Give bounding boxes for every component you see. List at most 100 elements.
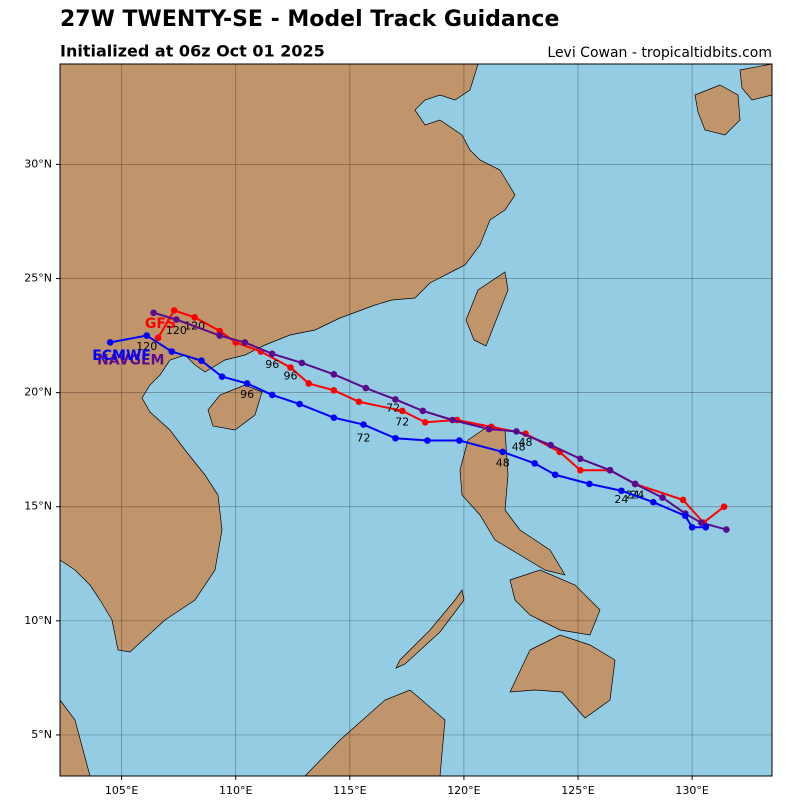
track-point xyxy=(268,350,276,358)
hour-label: 48 xyxy=(512,440,526,453)
track-point xyxy=(360,421,367,428)
track-point xyxy=(298,359,306,367)
track-line xyxy=(110,334,706,529)
track-point xyxy=(577,455,584,463)
hour-label: 48 xyxy=(496,456,510,469)
x-tick-label: 120°E xyxy=(447,784,480,797)
track-point xyxy=(296,400,303,408)
y-tick-label: 25°N xyxy=(24,272,52,285)
track-point xyxy=(268,391,276,399)
track-point xyxy=(170,307,178,314)
track-point xyxy=(449,416,456,424)
track-point xyxy=(154,334,162,342)
track-point xyxy=(143,332,151,339)
hour-label: 48 xyxy=(519,436,533,449)
track-point xyxy=(218,373,226,380)
palawan xyxy=(395,589,465,669)
model-name: GFS xyxy=(145,316,176,332)
hour-label: 72 xyxy=(395,415,409,428)
track-point xyxy=(606,466,614,474)
hour-label: 72 xyxy=(386,402,400,415)
track-point xyxy=(679,496,687,504)
track-point xyxy=(106,339,114,346)
track-point xyxy=(456,437,463,444)
x-tick-label: 105°E xyxy=(105,784,138,797)
track-point xyxy=(659,494,666,501)
track-point xyxy=(723,526,730,533)
hour-label: 24 xyxy=(614,493,628,506)
track-point xyxy=(531,460,538,467)
track-point xyxy=(720,503,728,511)
subtitle: Initialized at 06z Oct 01 2025 xyxy=(60,42,325,61)
track-point xyxy=(631,480,639,488)
visayas xyxy=(509,569,601,636)
model-name: ECMWF xyxy=(92,348,151,364)
track-point xyxy=(168,348,176,355)
track-point xyxy=(485,425,493,433)
track-point xyxy=(419,407,427,415)
track-point xyxy=(650,498,657,506)
track-point xyxy=(216,327,224,335)
map-layer: 105°E 110°E 115°E 120°E 125°E 130°E 5°N 10°N 15°… xyxy=(24,64,772,797)
track-point xyxy=(241,339,249,346)
y-tick-label: 20°N xyxy=(24,386,52,399)
track-point xyxy=(198,357,205,364)
luzon xyxy=(459,424,566,576)
malay-peninsula xyxy=(60,699,91,776)
track-point xyxy=(681,512,689,520)
y-tick-label: 10°N xyxy=(24,614,52,627)
track-point xyxy=(173,316,180,323)
borneo xyxy=(304,689,446,776)
x-tick-label: 130°E xyxy=(675,784,708,797)
track-point xyxy=(392,434,399,442)
credit: Levi Cowan - tropicaltidbits.com xyxy=(547,45,772,61)
track-point xyxy=(547,441,554,449)
track-point xyxy=(513,428,520,435)
track-point xyxy=(586,480,593,488)
x-tick-label: 125°E xyxy=(561,784,594,797)
track-point xyxy=(424,437,431,444)
track-point xyxy=(355,398,363,406)
track-point xyxy=(216,332,224,339)
track-point xyxy=(362,384,370,392)
track-point xyxy=(150,309,157,317)
track-point xyxy=(330,414,338,422)
track-point xyxy=(697,519,705,526)
track-point xyxy=(688,523,696,531)
track-point xyxy=(392,396,399,403)
title: 27W TWENTY-SE - Model Track Guidance xyxy=(60,7,559,32)
hour-label: 96 xyxy=(265,358,279,371)
track-point xyxy=(421,418,429,426)
model-name: NAVGEM xyxy=(97,353,164,369)
taiwan xyxy=(465,271,509,347)
map-frame xyxy=(59,63,773,777)
hour-label: 120 xyxy=(136,340,157,353)
track-point xyxy=(399,407,406,415)
track-point xyxy=(243,380,251,387)
track-point xyxy=(305,380,313,387)
track-point xyxy=(287,364,294,371)
y-tick-label: 15°N xyxy=(24,500,52,513)
hour-label: 96 xyxy=(283,370,297,383)
track-point xyxy=(330,371,338,378)
track-point xyxy=(551,471,559,479)
track-point xyxy=(499,448,507,456)
kyushu xyxy=(694,84,741,136)
mainland xyxy=(60,64,516,653)
hour-label: 72 xyxy=(357,431,371,444)
mindanao xyxy=(509,634,616,719)
x-tick-label: 110°E xyxy=(219,784,252,797)
track-point xyxy=(330,387,338,394)
map-area xyxy=(60,64,772,776)
track-point xyxy=(702,523,710,531)
hainan xyxy=(207,384,263,431)
track-point xyxy=(191,314,198,321)
track-point xyxy=(577,466,584,474)
honshu xyxy=(739,64,772,101)
y-tick-label: 5°N xyxy=(31,728,52,741)
hour-label: 120 xyxy=(166,324,187,337)
track-point xyxy=(618,487,625,495)
hour-label: 96 xyxy=(240,388,254,401)
